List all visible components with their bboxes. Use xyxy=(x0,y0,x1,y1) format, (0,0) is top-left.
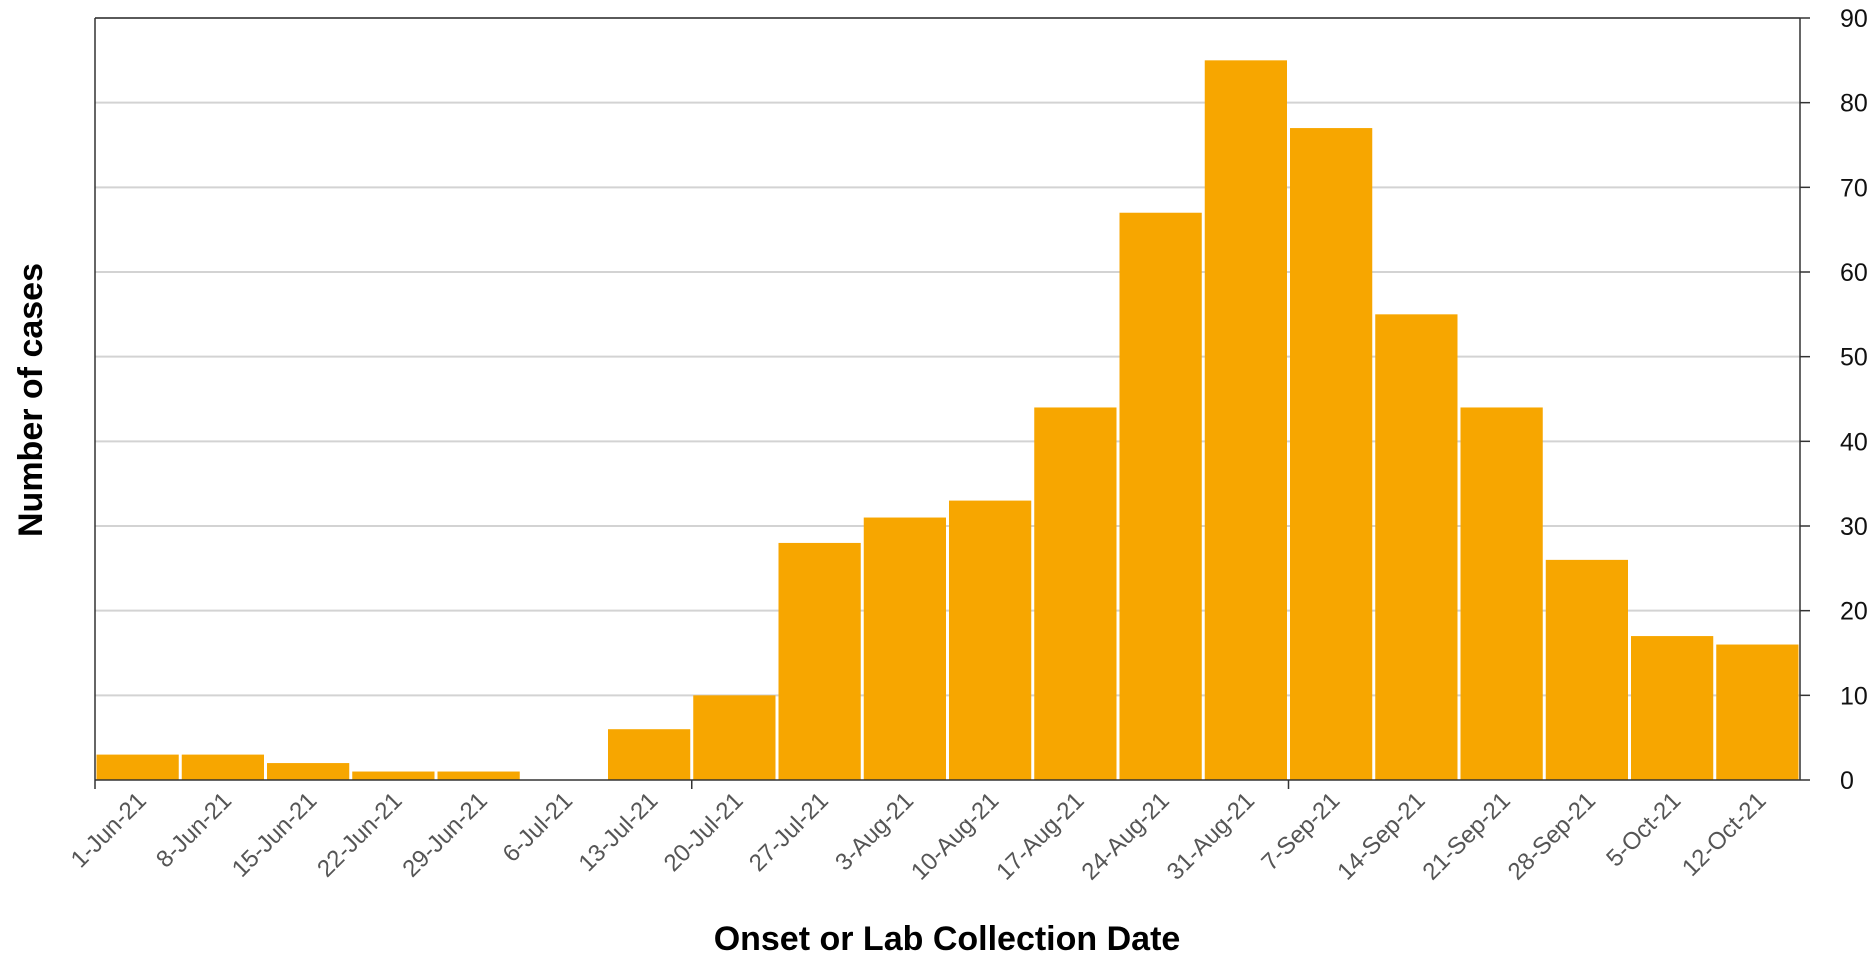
y-tick-label: 20 xyxy=(1840,598,1868,626)
y-tick-label: 40 xyxy=(1840,428,1868,456)
gridlines xyxy=(95,17,1800,697)
x-tick-label: 1-Jun-21 xyxy=(66,787,152,873)
y-tick-label: 50 xyxy=(1840,344,1868,372)
x-tick-label: 27-Jul-21 xyxy=(744,787,834,877)
x-tick-label: 28-Sep-21 xyxy=(1503,787,1601,885)
bar-7-Sep-21 xyxy=(1290,128,1373,781)
x-tick-label: 6-Jul-21 xyxy=(498,787,578,867)
bar-14-Sep-21 xyxy=(1375,314,1458,780)
bars xyxy=(96,60,1799,781)
x-tick-label: 22-Jun-21 xyxy=(312,787,408,883)
bar-31-Aug-21 xyxy=(1204,60,1287,781)
bar-5-Oct-21 xyxy=(1631,636,1714,780)
x-tick-label: 15-Jun-21 xyxy=(227,787,323,883)
axes xyxy=(94,17,1810,789)
y-axis-title: Number of cases xyxy=(12,263,50,537)
bar-28-Sep-21 xyxy=(1545,559,1628,780)
x-tick-label: 29-Jun-21 xyxy=(397,787,493,883)
bar-27-Jul-21 xyxy=(778,542,861,780)
x-tick-label: 20-Jul-21 xyxy=(659,787,749,877)
bar-29-Jun-21 xyxy=(437,771,520,780)
y-tick-label: 80 xyxy=(1840,90,1868,118)
bar-22-Jun-21 xyxy=(352,771,435,780)
x-tick-label: 3-Aug-21 xyxy=(830,787,919,876)
x-tick-label: 21-Sep-21 xyxy=(1418,787,1516,885)
x-tick-label: 17-Aug-21 xyxy=(991,787,1089,885)
y-tick-label: 90 xyxy=(1840,5,1868,33)
bar-10-Aug-21 xyxy=(949,500,1032,780)
bar-13-Jul-21 xyxy=(608,729,691,780)
y-tick-label: 0 xyxy=(1840,767,1854,795)
x-tick-label: 7-Sep-21 xyxy=(1256,787,1345,876)
bar-17-Aug-21 xyxy=(1034,407,1117,780)
bar-8-Jun-21 xyxy=(181,754,264,780)
bar-1-Jun-21 xyxy=(96,754,179,780)
y-tick-label: 60 xyxy=(1840,259,1868,287)
x-tick-label: 5-Oct-21 xyxy=(1601,787,1686,872)
x-tick-labels: 1-Jun-21 8-Jun-2115-Jun-2122-Jun-2129-Jun… xyxy=(66,787,1772,885)
bar-3-Aug-21 xyxy=(863,517,946,780)
y-tick-labels: 0 10 20 30 40 50 60 70 80 90 xyxy=(1840,5,1868,795)
x-tick-label: 10-Aug-21 xyxy=(906,787,1004,885)
bar-24-Aug-21 xyxy=(1119,212,1202,780)
bar-12-Oct-21 xyxy=(1716,644,1799,780)
x-tick-label: 24-Aug-21 xyxy=(1077,787,1175,885)
bar-21-Sep-21 xyxy=(1460,407,1543,780)
bar-20-Jul-21 xyxy=(693,695,776,780)
x-tick-label: 8-Jun-21 xyxy=(151,787,237,873)
y-tick-label: 70 xyxy=(1840,174,1868,202)
y-tick-label: 10 xyxy=(1840,682,1868,710)
x-axis-title: Onset or Lab Collection Date xyxy=(714,920,1181,958)
x-tick-label: 14-Sep-21 xyxy=(1332,787,1430,885)
y-tick-label: 30 xyxy=(1840,513,1868,541)
x-tick-label: 12-Oct-21 xyxy=(1677,787,1772,882)
bar-15-Jun-21 xyxy=(267,763,350,780)
x-tick-label: 13-Jul-21 xyxy=(574,787,664,877)
x-tick-label: 31-Aug-21 xyxy=(1162,787,1260,885)
